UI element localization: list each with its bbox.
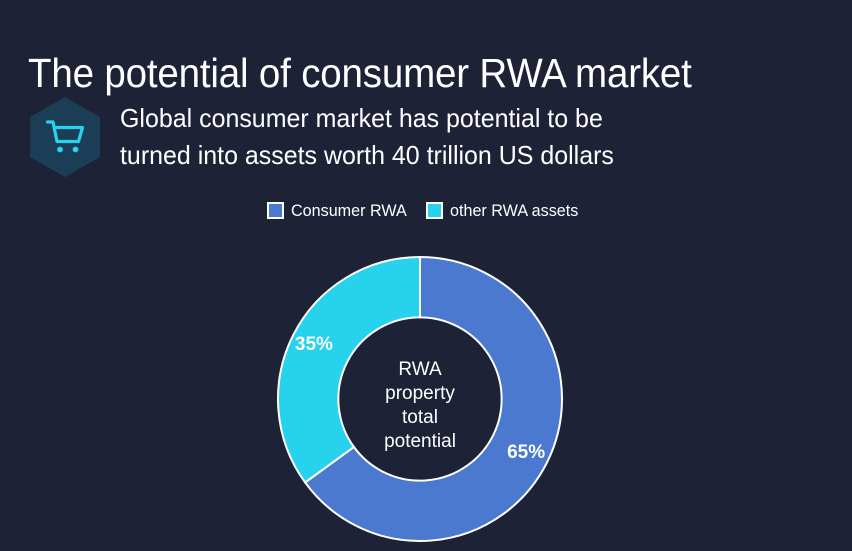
slice-value-label-consumer-rwa: 65% xyxy=(507,442,545,463)
subtitle-line-1: Global consumer market has potential to … xyxy=(120,103,603,134)
legend-swatch-other-rwa-assets xyxy=(426,202,444,219)
donut-center-text: RWA property total potential xyxy=(384,359,456,452)
slice-value-label-other-rwa-assets: 35% xyxy=(295,334,333,355)
legend-item-consumer-rwa[interactable]: Consumer RWA xyxy=(266,201,413,220)
legend-label-consumer-rwa: Consumer RWA xyxy=(290,201,407,220)
donut-slice-consumer-rwa[interactable] xyxy=(303,255,563,542)
subtitle: Global consumer market has potential to … xyxy=(120,100,795,174)
center-text-line-4: potential xyxy=(384,431,456,452)
shopping-cart-icon xyxy=(45,120,85,153)
donut-slices xyxy=(277,255,563,542)
page-title: The potential of consumer RWA market xyxy=(28,50,692,97)
donut-chart: 65% 35% RWA property total potential xyxy=(268,247,572,551)
chart-legend: Consumer RWA other RWA assets xyxy=(0,202,852,219)
donut-slice-other-rwa-assets[interactable] xyxy=(277,255,421,484)
header-row: Global consumer market has potential to … xyxy=(28,96,823,178)
subtitle-line-2: turned into assets worth 40 trillion US … xyxy=(120,140,614,170)
legend-swatch-consumer-rwa xyxy=(266,202,284,219)
center-text-line-3: total xyxy=(402,407,438,428)
hexagon-shape xyxy=(30,97,100,177)
hexagon-badge xyxy=(28,96,102,178)
center-text-line-1: RWA xyxy=(398,359,442,380)
center-text-line-2: property xyxy=(385,383,455,404)
legend-label-other-rwa-assets: other RWA assets xyxy=(450,201,579,220)
legend-item-other-rwa-assets[interactable]: other RWA assets xyxy=(426,202,585,219)
